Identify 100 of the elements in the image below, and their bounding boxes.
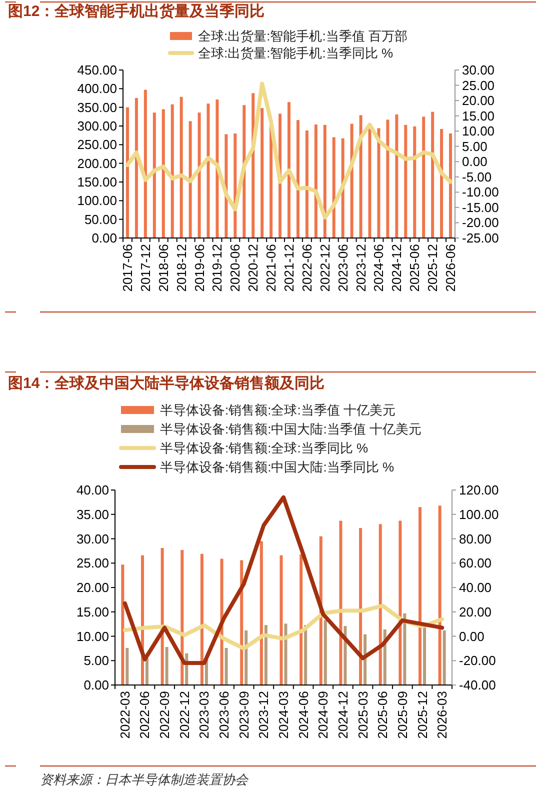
bar (180, 550, 184, 685)
x-tick-label: 2026-03 (434, 691, 450, 739)
y2-tick-label: 0.00 (459, 628, 484, 644)
y2-tick-label: 80.00 (459, 531, 492, 546)
x-tick-label: 2021-06 (264, 244, 279, 292)
bar (398, 520, 402, 685)
y-tick-label: 350.00 (77, 100, 117, 115)
x-tick-label: 2020-06 (228, 244, 243, 292)
x-tick-label: 2023-12 (256, 691, 272, 739)
x-tick-label: 2023-03 (196, 691, 212, 739)
x-tick-label: 2025-06 (375, 691, 390, 739)
bar (431, 112, 434, 238)
x-tick-label: 2024-06 (296, 691, 311, 739)
bar (244, 630, 248, 685)
bar (332, 137, 336, 238)
line-series (125, 82, 453, 220)
y2-tick-label: 60.00 (459, 556, 492, 571)
bar (304, 625, 308, 685)
x-tick-label: 2024-12 (335, 691, 350, 739)
bar (284, 624, 288, 685)
x-tick-label: 2022-06 (137, 691, 152, 739)
x-tick-label: 2019-12 (210, 244, 225, 292)
y2-tick-label: -10.00 (462, 184, 499, 200)
bar (134, 98, 138, 238)
x-tick-label: 2023-09 (236, 691, 252, 739)
x-tick-label: 2022-03 (117, 691, 132, 739)
legend-label: 全球:出货量:智能手机:当季值 百万部 (198, 28, 408, 44)
y-tick-label: 100.00 (77, 193, 117, 208)
y2-tick-label: -40.00 (459, 678, 496, 692)
x-tick-label: 2022-06 (299, 244, 314, 292)
bar (359, 528, 362, 685)
x-tick-label: 2025-09 (394, 691, 410, 739)
chart-title: 图14：全球及中国大陆半导体设备销售额及同比 (8, 374, 325, 392)
x-tick-label: 2022-09 (157, 691, 172, 739)
y2-tick-label: 30.00 (462, 62, 495, 78)
y2-tick-label: 5.00 (462, 138, 488, 154)
y-tick-label: 35.00 (76, 506, 109, 522)
bar (260, 541, 263, 685)
chart-title: 图12：全球智能手机出货量及当季同比 (8, 3, 265, 20)
y-tick-label: 200.00 (77, 156, 117, 171)
bar (323, 124, 326, 238)
x-tick-label: 2023-06 (335, 244, 350, 292)
y-tick-label: 25.00 (76, 556, 109, 571)
y-tick-label: 30.00 (76, 531, 109, 546)
x-tick-label: 2026-06 (443, 244, 458, 292)
bar (152, 112, 156, 238)
bar (216, 99, 219, 238)
bar (377, 128, 380, 238)
y-tick-label: 150.00 (77, 174, 117, 190)
legend-label: 半导体设备:销售额:全球:当季值 十亿美元 (160, 402, 396, 418)
x-tick-label: 2020-12 (246, 244, 261, 292)
bar (339, 520, 342, 685)
y-tick-label: 15.00 (76, 604, 109, 620)
x-tick-label: 2017-12 (138, 244, 153, 292)
y-tick-label: 20.00 (76, 580, 109, 595)
x-tick-label: 2025-12 (425, 244, 440, 292)
bar (224, 648, 228, 685)
bar (378, 524, 382, 685)
bar (126, 648, 129, 685)
y-tick-label: 0.00 (92, 230, 117, 246)
bar (198, 112, 201, 238)
y2-tick-label: 20.00 (462, 93, 495, 108)
bar (324, 620, 327, 685)
x-tick-label: 2018-12 (174, 244, 189, 292)
bar (264, 625, 268, 685)
x-tick-label: 2022-12 (317, 244, 332, 292)
x-tick-label: 2023-06 (216, 691, 232, 739)
bar (188, 121, 192, 238)
bar (438, 506, 442, 685)
x-tick-label: 2025-06 (407, 244, 422, 292)
bar (162, 109, 165, 238)
legend-label: 半导体设备:销售额:中国大陆:当季值 十亿美元 (160, 422, 422, 436)
y2-tick-label: 40.00 (459, 580, 492, 595)
bar (413, 126, 416, 238)
bar (305, 130, 308, 238)
y2-tick-label: -20.00 (459, 653, 496, 668)
y2-tick-label: 100.00 (459, 506, 499, 522)
bar (165, 646, 168, 685)
bar (144, 90, 147, 238)
bar (386, 120, 390, 238)
x-tick-label: 2023-12 (353, 244, 368, 292)
y-tick-label: 400.00 (77, 81, 117, 96)
y2-tick-label: 120.00 (459, 482, 499, 498)
bar (288, 102, 290, 238)
x-tick-label: 2024-03 (276, 691, 291, 739)
bar (121, 564, 124, 685)
y2-tick-label: -25.00 (462, 230, 499, 246)
bar (359, 115, 362, 238)
y-tick-label: 250.00 (77, 137, 117, 152)
legend-label: 全球:出货量:智能手机:当季同比 % (198, 46, 394, 60)
y2-tick-label: 20.00 (459, 604, 492, 620)
bar (206, 104, 210, 238)
y-tick-label: 5.00 (84, 653, 109, 668)
y-tick-label: 40.00 (76, 482, 109, 498)
bar (442, 630, 446, 685)
line-series (122, 495, 444, 666)
bar (423, 626, 426, 685)
y2-tick-label: 15.00 (462, 108, 495, 124)
x-tick-label: 2024-12 (389, 244, 404, 292)
y-tick-label: 50.00 (84, 212, 117, 227)
